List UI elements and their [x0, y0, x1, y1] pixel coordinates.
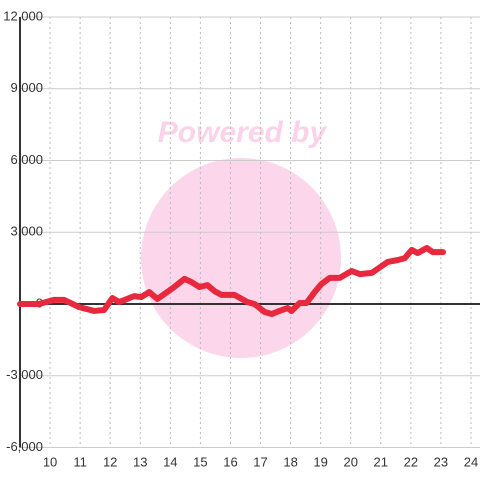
y-tick-label: -6,000 [6, 439, 43, 454]
x-tick-label: 13 [133, 454, 147, 469]
watermark-logo [141, 158, 341, 358]
x-tick-label: 17 [253, 454, 267, 469]
x-tick-label: 20 [343, 454, 357, 469]
y-tick-label: 3,000 [10, 224, 43, 239]
x-tick-label: 15 [193, 454, 207, 469]
x-tick-label: 14 [163, 454, 177, 469]
watermark: Powered by [158, 116, 328, 149]
x-tick-label: 11 [73, 454, 87, 469]
y-tick-label: -3,000 [6, 367, 43, 382]
y-tick-label: 9,000 [10, 80, 43, 95]
x-tick-label: 10 [43, 454, 57, 469]
x-tick-label: 23 [434, 454, 448, 469]
x-tick-label: 21 [374, 454, 388, 469]
line-series [17, 245, 447, 318]
x-tick-label: 22 [404, 454, 418, 469]
x-tick-label: 19 [313, 454, 327, 469]
x-tick-label: 12 [103, 454, 117, 469]
x-tick-label: 16 [223, 454, 237, 469]
x-tick-label: 18 [283, 454, 297, 469]
x-tick-label: 24 [464, 454, 478, 469]
y-tick-label: 6,000 [10, 152, 43, 167]
y-tick-label: 12,000 [3, 8, 43, 23]
